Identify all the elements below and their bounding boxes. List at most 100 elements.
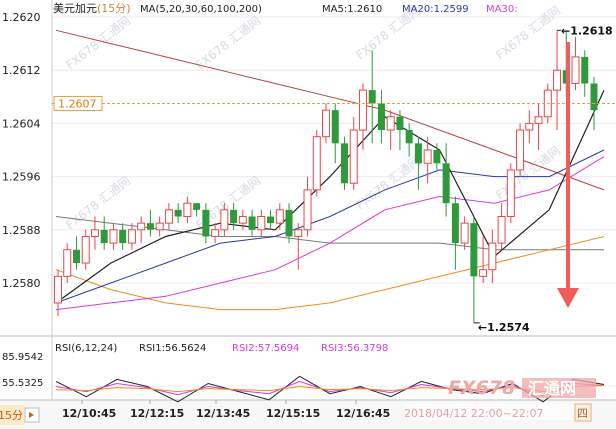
play-icon [29, 412, 34, 418]
fx678-logo: FX678 汇通网 [448, 377, 596, 399]
x-tick-label: 12/12:15 [130, 407, 184, 420]
candle-body [220, 209, 229, 231]
period-tab-label: 15分 [0, 409, 23, 422]
candle-body [137, 222, 146, 231]
candle-body [516, 129, 525, 171]
low-label: ←1.2574 [478, 321, 530, 334]
candle-body [581, 56, 589, 84]
x-tick-label: 12/10:45 [62, 407, 116, 420]
candle-body [525, 122, 534, 131]
y-tick-label: 1.2612 [2, 64, 41, 77]
candle-body [202, 209, 210, 237]
candle-body [506, 169, 515, 217]
chart-symbol: 美元加元 [53, 2, 97, 15]
candle-body [377, 103, 385, 131]
x-tick-label: 12/16:45 [336, 407, 390, 420]
down-arrow [557, 42, 579, 308]
x-tick-label: 12/15:15 [266, 407, 320, 420]
x-tick-label: 12/13:45 [196, 407, 250, 420]
rsi1-value: RSI1:56.5624 [139, 343, 206, 354]
candle-body [368, 90, 376, 104]
ma5-value: MA5:1.2610 [322, 4, 382, 15]
candle-body [386, 116, 395, 131]
ma30-value: MA30: [486, 4, 518, 15]
candle-body [340, 143, 348, 184]
candle-body [248, 216, 256, 230]
candlesticks [54, 30, 598, 323]
candle-body [414, 143, 422, 164]
candle-body [294, 229, 303, 237]
chart-period: (15分) [97, 2, 131, 15]
rsi-params: RSI(6,12,24) [55, 343, 117, 354]
candle-body [109, 229, 118, 244]
candle-body [590, 83, 598, 111]
candle-body [72, 249, 80, 264]
y-tick-label: 1.2620 [2, 11, 41, 24]
candle-body [183, 202, 192, 217]
logo-text: FX678 [448, 377, 515, 399]
candle-body [164, 209, 173, 224]
candle-body [155, 222, 164, 231]
candle-body [442, 163, 450, 204]
candle-body [267, 216, 275, 224]
candle-body [423, 149, 432, 164]
candle-body [63, 249, 72, 277]
candle-body [488, 242, 497, 271]
rsi2-value: RSI2:57.5694 [232, 343, 299, 354]
candle-body [312, 136, 321, 191]
candle-body [571, 56, 580, 85]
period-tab[interactable] [0, 405, 24, 425]
time-range: 2018/04/12 22:00~22:07 [404, 407, 544, 420]
candle-body [534, 116, 543, 124]
candle-body [358, 89, 367, 131]
ma5-line [55, 89, 605, 304]
candle-body [230, 209, 238, 224]
candle-body [119, 229, 127, 244]
candle-body [193, 203, 201, 210]
y-tick-label: 1.2588 [2, 224, 41, 237]
candle-body [331, 110, 339, 144]
candle-body [54, 275, 62, 304]
time-axis: 12/10:45 12/12:15 12/13:45 12/15:15 12/16:45 [62, 400, 390, 420]
candle-body [81, 235, 90, 264]
weekday-label: 四 [577, 407, 588, 420]
logo-cn: 汇通网 [528, 379, 576, 398]
candle-body [100, 229, 108, 244]
candle-body [257, 216, 266, 231]
candle-body [275, 209, 284, 224]
y-tick-label: 1.2604 [2, 117, 41, 130]
candle-body [460, 222, 469, 244]
candle-body [451, 203, 459, 244]
candle-body [303, 189, 312, 231]
candle-body [285, 209, 293, 237]
candle-body [349, 129, 358, 184]
candle-body [174, 209, 182, 217]
y-tick-label: 1.2596 [2, 171, 41, 184]
high-label: ←1.2618 [561, 24, 613, 37]
candle-body [90, 229, 99, 237]
y-tick-label: 1.2580 [2, 277, 41, 290]
rsi2-line [55, 380, 605, 397]
candle-body [238, 216, 247, 224]
candle-body [479, 269, 488, 277]
rsi3-line [55, 385, 605, 393]
high-low-annotations: ←1.2618 ←1.2574 [473, 24, 613, 334]
candle-body [553, 69, 562, 91]
candle-body [433, 150, 441, 164]
ma-params: MA(5,20,30,60,100,200) [140, 4, 262, 15]
rsi-tick-mid: 55.5325 [2, 378, 43, 389]
current-price-box [53, 95, 103, 111]
candle-body [146, 223, 154, 230]
ma20-value: MA20:1.2599 [402, 4, 469, 15]
candle-body [396, 116, 404, 131]
rsi1-line [55, 375, 605, 403]
rsi3-value: RSI3:56.3798 [321, 343, 388, 354]
rsi-tick-high: 85.9542 [2, 352, 43, 363]
candle-body [127, 229, 136, 244]
candle-body [470, 223, 478, 277]
candle-body [211, 229, 220, 237]
ma200-line [55, 29, 605, 191]
candle-body [497, 216, 506, 244]
candle-body [322, 109, 330, 138]
